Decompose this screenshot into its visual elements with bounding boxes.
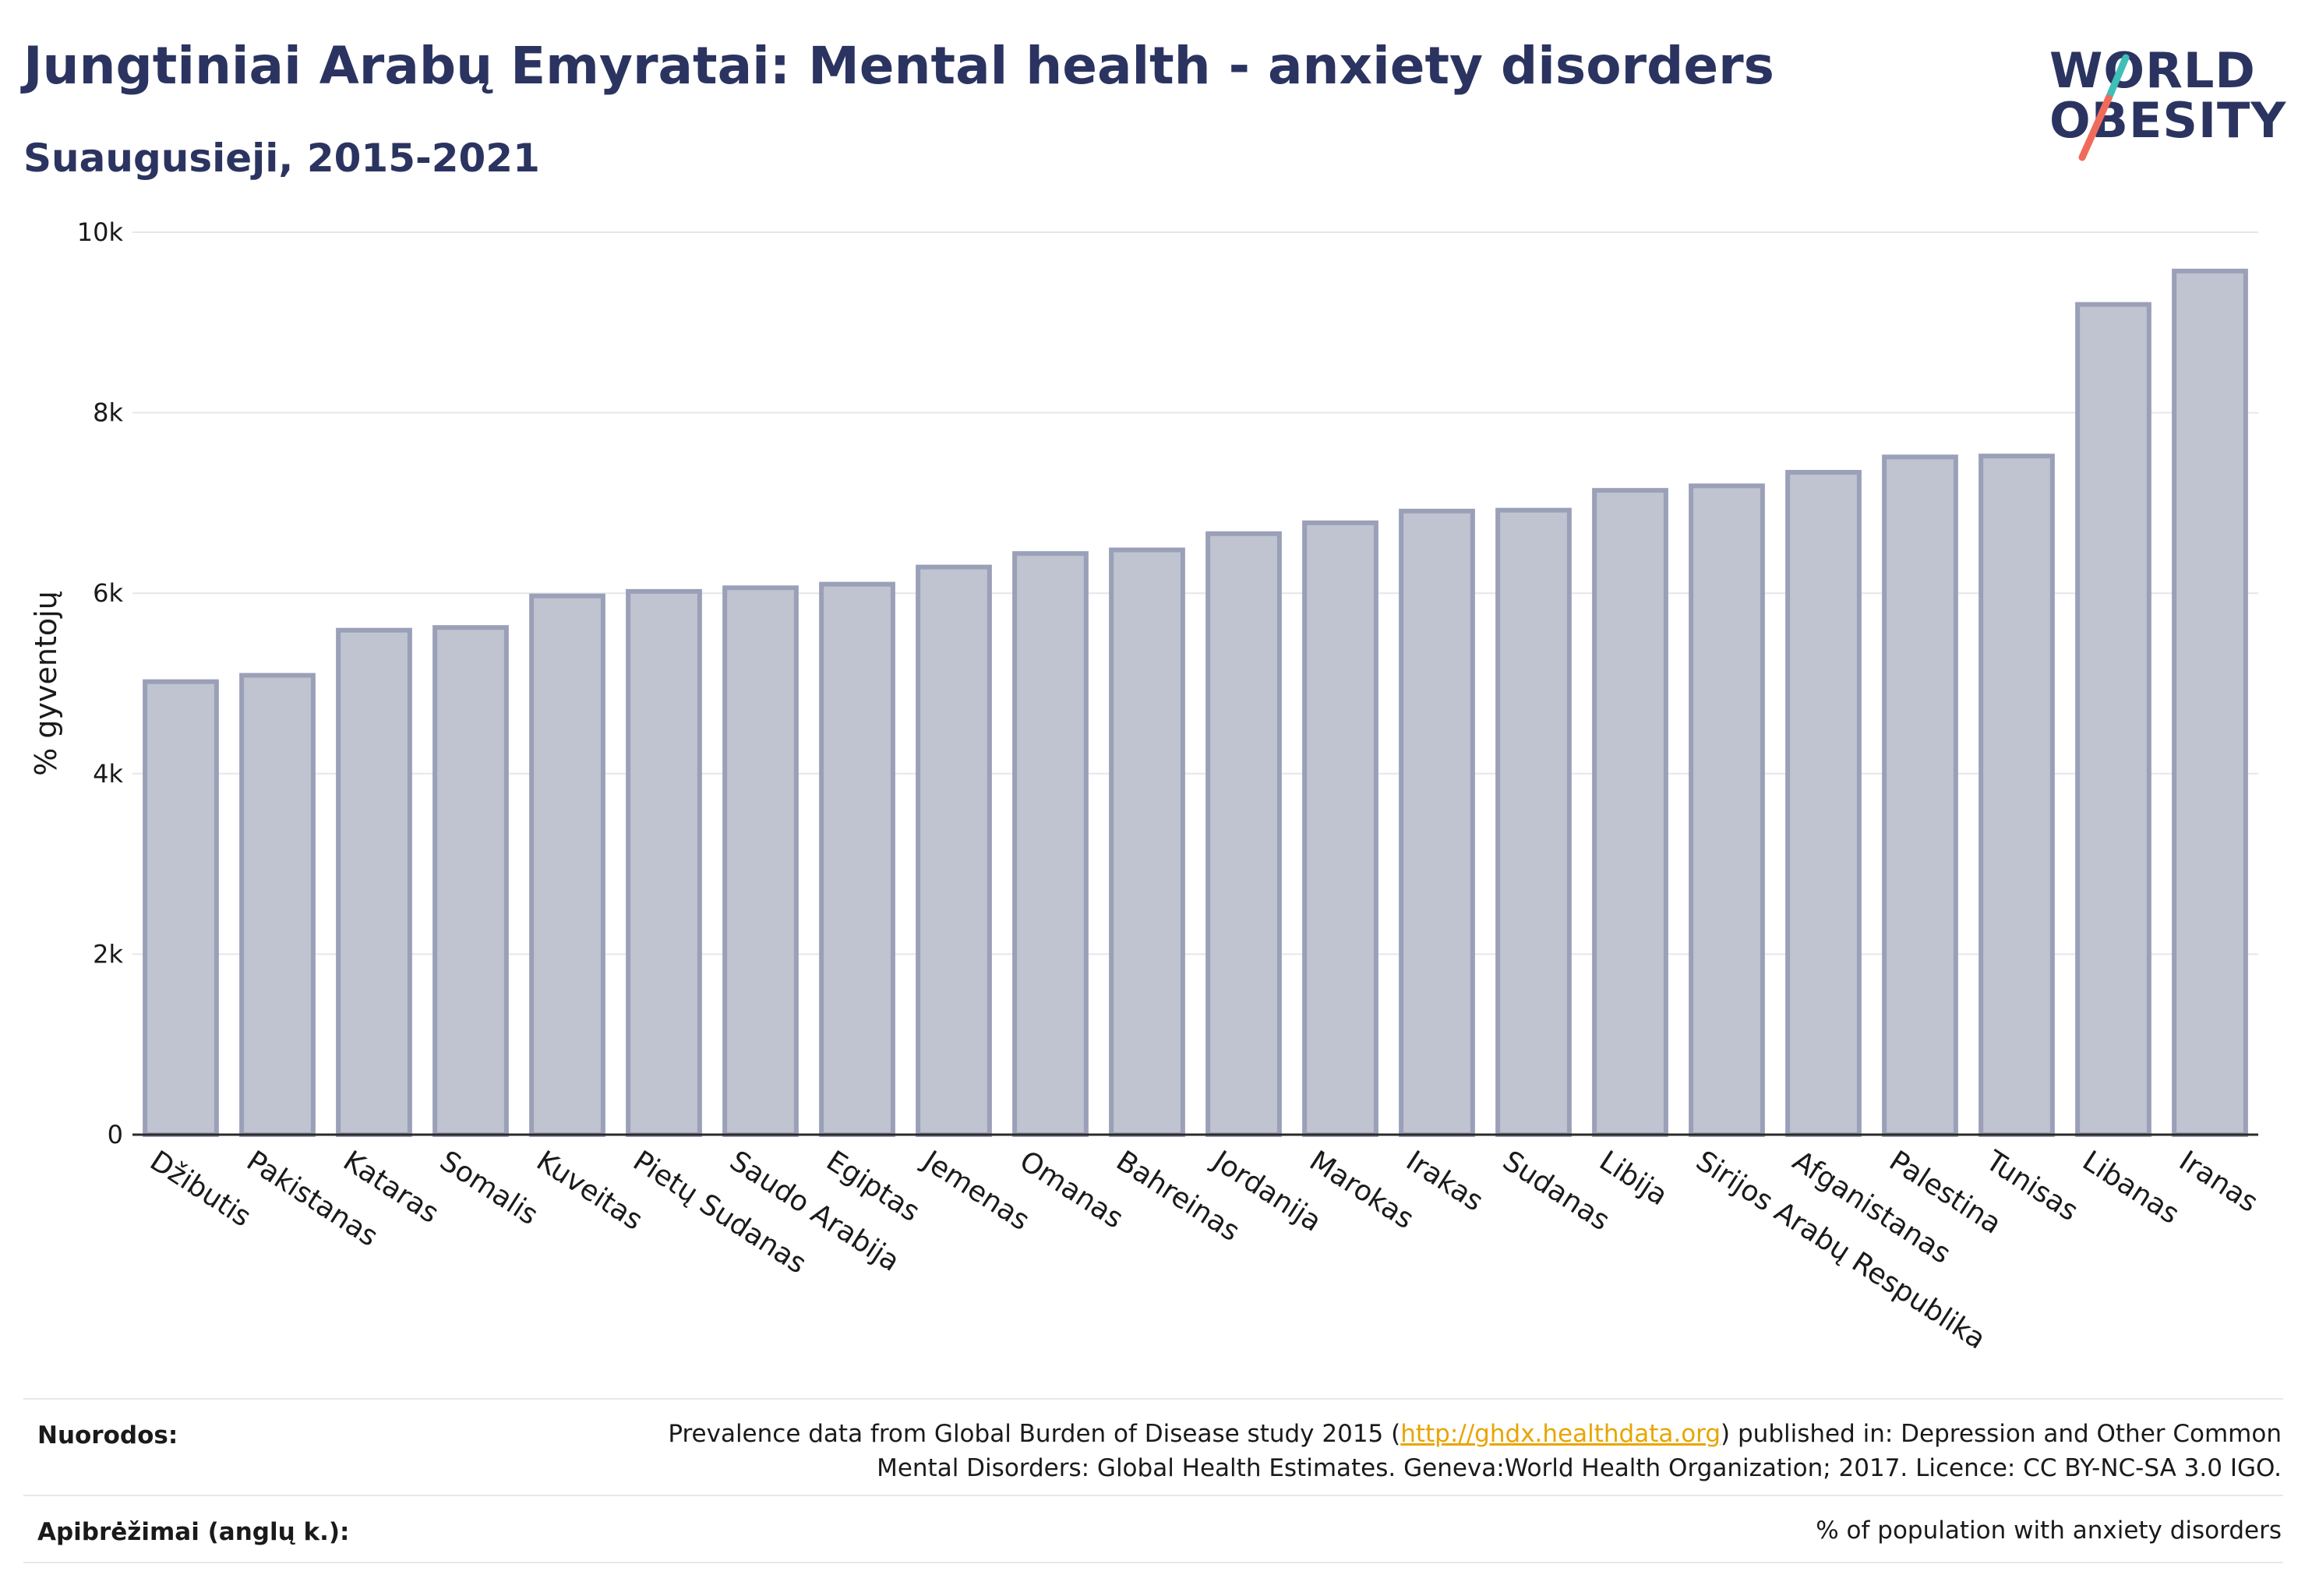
chart-title: Jungtiniai Arabų Emyratai: Mental health…	[23, 36, 1774, 96]
bar	[1012, 551, 1089, 1137]
bar	[1785, 470, 1862, 1137]
chart-subtitle: Suaugusieji, 2015-2021	[23, 136, 540, 181]
x-tick-label: Somalis	[434, 1145, 543, 1231]
definitions-label: Apibrėžimai (anglų k.):	[37, 1518, 350, 1546]
bar	[1205, 531, 1282, 1138]
x-tick-label: Marokas	[1304, 1145, 1419, 1235]
y-tick-label: 6k	[93, 578, 123, 608]
logo-line-1: WORLD	[2049, 42, 2256, 99]
x-tick-label: Pietų Sudanas	[627, 1145, 812, 1280]
bar	[1592, 488, 1668, 1137]
world-obesity-logo: WORLD OBESITY	[2034, 36, 2291, 168]
y-axis-label: % gyventojų	[29, 591, 63, 776]
x-tick-label: Džibutis	[144, 1145, 256, 1233]
sources-line-2: Mental Disorders: Global Health Estimate…	[877, 1454, 2282, 1482]
y-tick-label: 4k	[93, 759, 123, 789]
sources-link[interactable]: http://ghdx.healthdata.org	[1400, 1420, 1721, 1448]
x-tick-label: Iranas	[2173, 1145, 2264, 1219]
bar	[1109, 547, 1185, 1137]
footer-divider-mid	[23, 1495, 2283, 1496]
bar	[143, 679, 219, 1137]
bar	[626, 588, 702, 1138]
bar	[1978, 454, 2055, 1137]
y-tick-label: 0	[108, 1120, 123, 1149]
bar	[819, 581, 895, 1137]
bar	[1689, 483, 1765, 1137]
x-tick-label: Kuveitas	[531, 1145, 648, 1237]
sources-label: Nuorodos:	[37, 1421, 178, 1449]
x-tick-label: Sudanas	[1497, 1145, 1615, 1237]
x-tick-label: Saudo Arabija	[724, 1145, 905, 1278]
bar	[2172, 268, 2248, 1138]
sources-pre: Prevalence data from Global Burden of Di…	[668, 1420, 1401, 1448]
footer-divider-bottom	[23, 1562, 2283, 1563]
footer-divider-top	[23, 1398, 2283, 1400]
bar	[336, 627, 412, 1137]
x-tick-label: Libanas	[2077, 1145, 2185, 1231]
sources-text: Prevalence data from Global Burden of Di…	[668, 1417, 2282, 1485]
x-tick-label: Omanas	[1014, 1145, 1128, 1235]
x-tick-label: Libija	[1594, 1145, 1673, 1212]
bar	[432, 625, 509, 1137]
bar	[239, 673, 316, 1137]
x-tick-label: Jemenas	[916, 1144, 1035, 1237]
bar	[2075, 302, 2151, 1137]
bar	[1495, 507, 1572, 1137]
definitions-text: % of population with anxiety disorders	[1816, 1517, 2282, 1545]
bar	[916, 564, 992, 1138]
bar	[1882, 454, 1958, 1138]
bar	[1399, 508, 1475, 1137]
bar	[529, 593, 605, 1137]
y-tick-label: 2k	[93, 939, 123, 969]
logo-slash-icon	[2078, 54, 2130, 161]
y-tick-label: 8k	[93, 398, 123, 428]
bar	[722, 585, 799, 1137]
y-tick-label: 10k	[77, 217, 124, 247]
sources-post: ) published in: Depression and Other Com…	[1721, 1420, 2282, 1448]
bar	[1302, 520, 1378, 1138]
